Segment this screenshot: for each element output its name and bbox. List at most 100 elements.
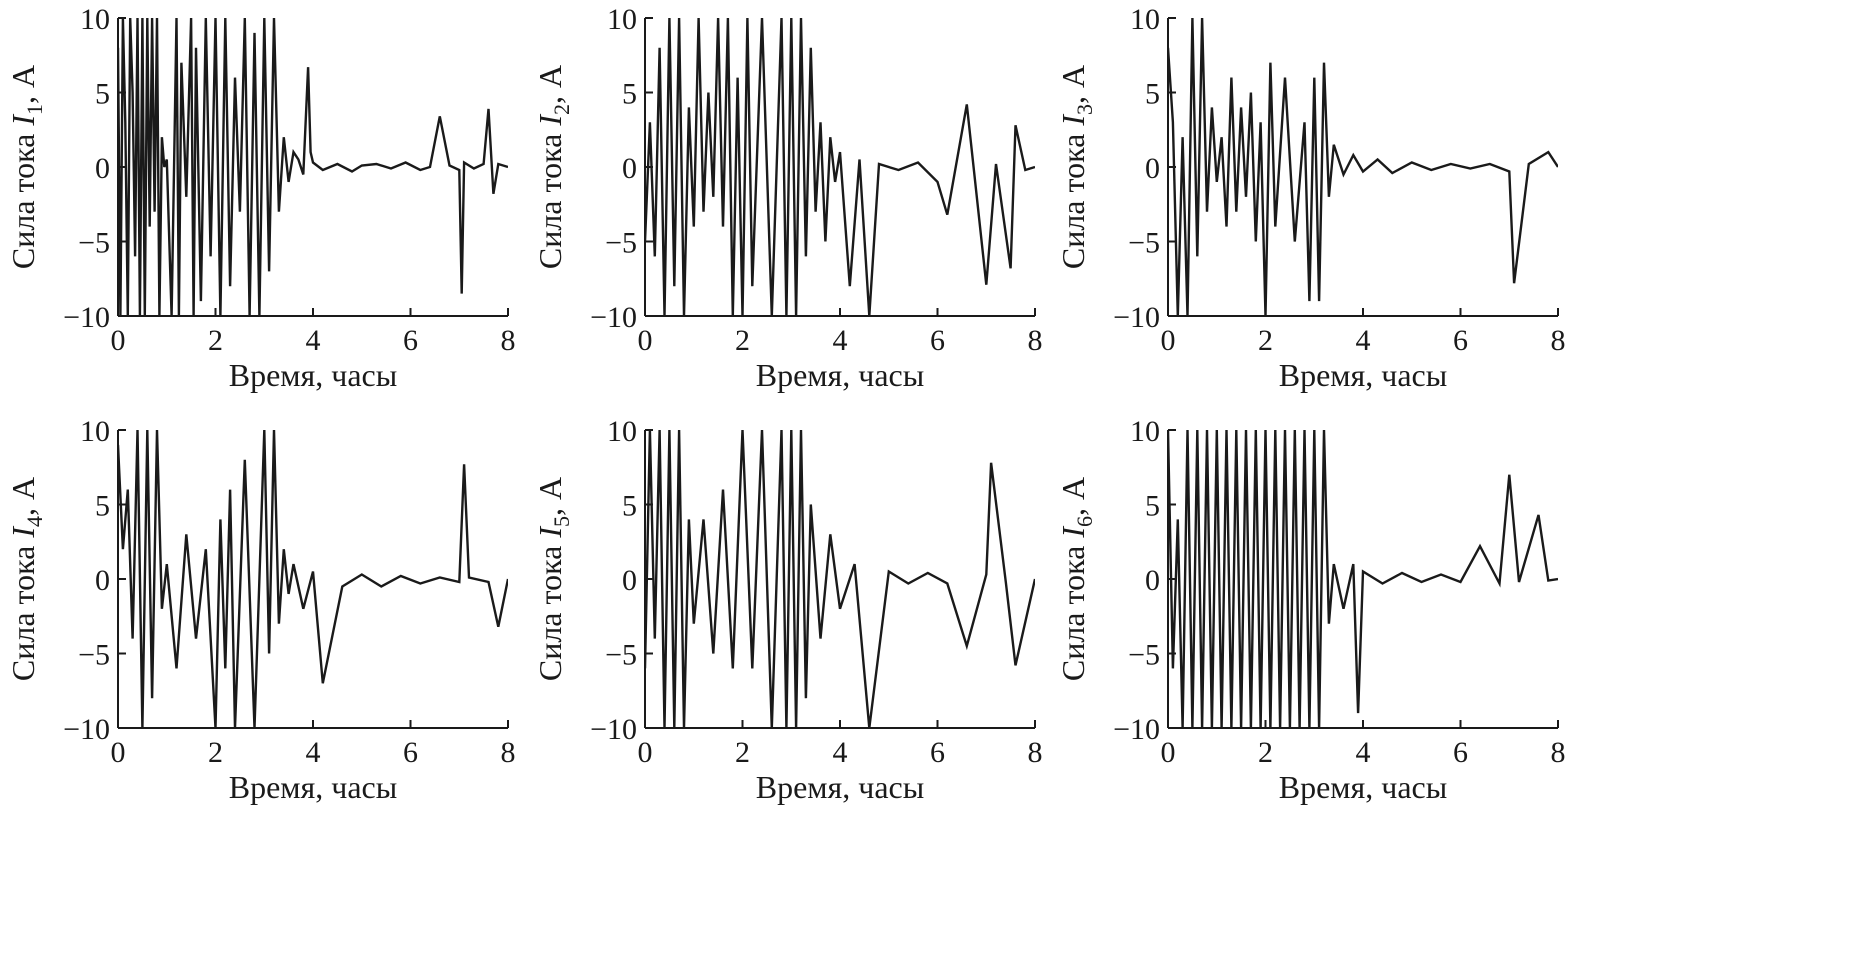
x-axis-title: Время, часы [1279, 769, 1448, 805]
y-title-subscript: 3 [1072, 104, 1097, 115]
y-title-prefix: Сила тока [1055, 538, 1091, 681]
y-tick-label: 10 [1130, 415, 1160, 448]
y-title-variable: I [5, 526, 41, 539]
x-tick-label: 6 [1453, 736, 1468, 769]
y-title-subscript: 1 [22, 104, 47, 115]
y-tick-label: 10 [607, 415, 637, 448]
x-tick-label: 2 [1258, 324, 1273, 357]
y-tick-label: 5 [95, 78, 110, 111]
chart-panel-i3: 0 2 4 6 8 −10 −5 0 5 10 Время, часы Сила тока I3, А [1055, 3, 1566, 393]
y-title-prefix: Сила тока [5, 126, 41, 269]
y-title-subscript: 6 [1072, 516, 1097, 527]
y-title-variable: I [1055, 114, 1091, 127]
y-tick-label: 5 [622, 490, 637, 523]
y-title-prefix: Сила тока [1055, 126, 1091, 269]
y-tick-label: −5 [1128, 639, 1160, 672]
y-tick-label: 5 [95, 490, 110, 523]
x-tick-label: 0 [1161, 324, 1176, 357]
y-title-variable: I [5, 114, 41, 127]
y-tick-label: 5 [1145, 490, 1160, 523]
x-axis-title: Время, часы [1279, 357, 1448, 393]
y-title-subscript: 5 [549, 516, 574, 527]
series-line-i5 [645, 430, 1035, 728]
y-title-unit: , А [5, 477, 41, 516]
series-line-i4 [118, 430, 508, 728]
x-tick-label: 4 [306, 324, 321, 357]
x-tick-label: 0 [638, 324, 653, 357]
y-tick-label: −5 [1128, 227, 1160, 260]
y-axis-title: Сила тока I1, А [5, 65, 47, 269]
y-tick-label: 10 [80, 415, 110, 448]
series-line-i3 [1168, 18, 1558, 316]
y-tick-label: 0 [1145, 152, 1160, 185]
x-tick-label: 8 [501, 324, 516, 357]
y-title-unit: , А [1055, 65, 1091, 104]
y-title-variable: I [532, 526, 568, 539]
series-line-i6 [1168, 430, 1558, 728]
y-axis-title: Сила тока I6, А [1055, 477, 1097, 681]
x-tick-label: 2 [1258, 736, 1273, 769]
y-title-unit: , А [1055, 477, 1091, 516]
x-tick-label: 8 [1551, 324, 1566, 357]
x-tick-label: 6 [930, 736, 945, 769]
y-tick-label: −5 [605, 227, 637, 260]
x-tick-label: 6 [403, 736, 418, 769]
chart-panel-i1: 0 2 4 6 8 −10 −5 0 5 10 Время, часы Сила тока I1, А [5, 3, 516, 393]
x-tick-label: 4 [1356, 324, 1371, 357]
y-tick-label: 0 [95, 564, 110, 597]
y-tick-label: 0 [622, 564, 637, 597]
y-tick-label: 10 [1130, 3, 1160, 36]
x-axis-title: Время, часы [229, 769, 398, 805]
y-tick-label: −10 [63, 301, 110, 334]
y-title-subscript: 2 [549, 104, 574, 115]
x-tick-label: 2 [735, 736, 750, 769]
x-axis-title: Время, часы [229, 357, 398, 393]
y-title-variable: I [532, 114, 568, 127]
y-title-prefix: Сила тока [5, 538, 41, 681]
y-tick-label: −10 [1113, 713, 1160, 746]
y-title-prefix: Сила тока [532, 126, 568, 269]
x-tick-label: 0 [638, 736, 653, 769]
y-tick-label: 0 [622, 152, 637, 185]
y-axis-title: Сила тока I5, А [532, 477, 574, 681]
y-tick-label: 0 [1145, 564, 1160, 597]
x-tick-label: 0 [111, 736, 126, 769]
y-tick-label: 10 [80, 3, 110, 36]
series-line-i2 [645, 18, 1035, 316]
x-tick-label: 4 [1356, 736, 1371, 769]
x-tick-label: 4 [833, 736, 848, 769]
y-tick-label: 5 [1145, 78, 1160, 111]
y-tick-label: −10 [63, 713, 110, 746]
x-tick-label: 0 [1161, 736, 1176, 769]
x-tick-label: 4 [833, 324, 848, 357]
y-tick-label: −5 [78, 639, 110, 672]
y-title-prefix: Сила тока [532, 538, 568, 681]
y-tick-label: 5 [622, 78, 637, 111]
x-axis-title: Время, часы [756, 357, 925, 393]
x-tick-label: 8 [1028, 324, 1043, 357]
x-tick-label: 8 [501, 736, 516, 769]
y-axis-title: Сила тока I3, А [1055, 65, 1097, 269]
x-tick-label: 2 [208, 736, 223, 769]
y-tick-label: −10 [1113, 301, 1160, 334]
y-tick-label: −5 [605, 639, 637, 672]
y-tick-label: 10 [607, 3, 637, 36]
x-tick-label: 2 [208, 324, 223, 357]
y-title-unit: , А [532, 477, 568, 516]
x-tick-label: 4 [306, 736, 321, 769]
x-axis-title: Время, часы [756, 769, 925, 805]
y-axis-title: Сила тока I2, А [532, 65, 574, 269]
y-title-unit: , А [5, 65, 41, 104]
x-tick-label: 2 [735, 324, 750, 357]
x-tick-label: 0 [111, 324, 126, 357]
y-title-variable: I [1055, 526, 1091, 539]
y-title-subscript: 4 [22, 516, 47, 527]
x-tick-label: 8 [1551, 736, 1566, 769]
y-tick-label: 0 [95, 152, 110, 185]
y-tick-label: −5 [78, 227, 110, 260]
